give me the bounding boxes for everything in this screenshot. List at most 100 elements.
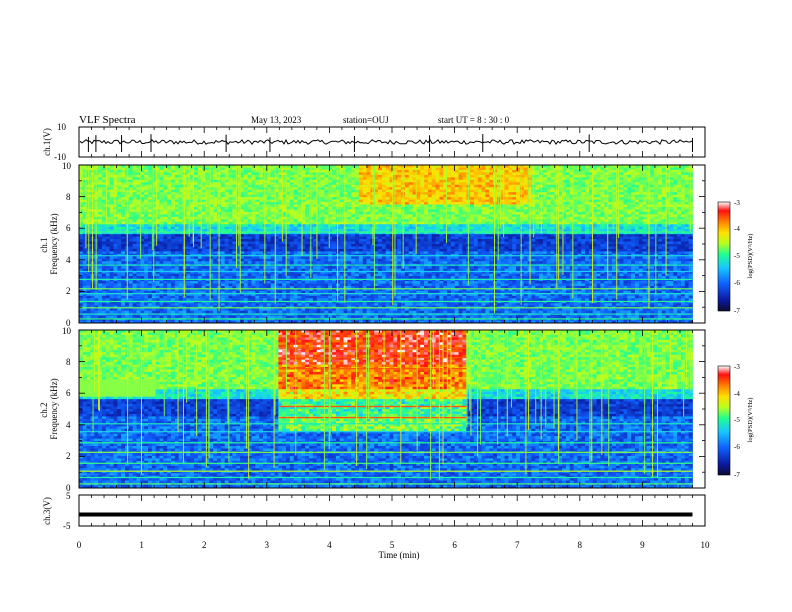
spectrogram-cell bbox=[282, 234, 287, 237]
spectrogram-cell bbox=[113, 234, 118, 237]
spectrogram-cell bbox=[102, 298, 107, 302]
spectrogram-cell bbox=[339, 258, 344, 262]
spectrogram-cell bbox=[301, 206, 306, 210]
spectrogram-cell bbox=[293, 246, 298, 250]
spectrogram-cell bbox=[102, 236, 107, 240]
spectrogram-cell bbox=[274, 248, 279, 252]
spectrogram-cell bbox=[201, 174, 206, 178]
spectrogram-cell bbox=[286, 288, 291, 292]
spectrogram-cell bbox=[247, 179, 252, 183]
spectrogram-cell bbox=[82, 219, 88, 223]
spectrogram-cell bbox=[282, 169, 287, 173]
spectrogram-cell bbox=[270, 219, 275, 223]
spectrogram-cell bbox=[301, 202, 306, 205]
spectrogram-cell bbox=[224, 172, 229, 176]
spectrogram-cell bbox=[236, 258, 241, 262]
spectrogram-cell bbox=[259, 231, 264, 235]
spectrogram-cell bbox=[247, 197, 252, 200]
spectrogram-cell bbox=[209, 273, 214, 277]
spectrogram-cell bbox=[113, 206, 118, 210]
spectrogram-cell bbox=[128, 298, 134, 302]
spectrogram-cell bbox=[228, 261, 233, 265]
spectrogram-cell bbox=[144, 298, 149, 302]
spectrogram-cell bbox=[220, 202, 226, 205]
spectrogram-cell bbox=[247, 266, 252, 270]
spectrogram-cell bbox=[94, 290, 99, 294]
spectrogram-cell bbox=[297, 261, 302, 265]
spectrogram-cell bbox=[289, 209, 295, 213]
spectrogram-cell bbox=[224, 310, 229, 314]
spectrogram-cell bbox=[343, 266, 348, 270]
spectrogram-cell bbox=[328, 310, 333, 314]
spectrogram-cell bbox=[155, 172, 160, 176]
spectrogram-cell bbox=[282, 197, 287, 200]
spectrogram-cell bbox=[366, 234, 371, 237]
spectrogram-cell bbox=[297, 204, 302, 208]
spectrogram-cell bbox=[121, 241, 126, 245]
spectrogram-cell bbox=[79, 165, 84, 168]
spectrogram-cell bbox=[236, 303, 241, 307]
spectrogram-cell bbox=[324, 303, 329, 307]
spectrogram-cell bbox=[236, 236, 241, 240]
spectrogram-cell bbox=[251, 281, 256, 284]
spectrogram-cell bbox=[197, 189, 203, 193]
spectrogram-cell bbox=[316, 197, 321, 200]
spectrogram-cell bbox=[167, 189, 172, 193]
spectrogram-cell bbox=[197, 281, 203, 284]
spectrogram-cell bbox=[339, 248, 344, 252]
spectrogram-cell bbox=[209, 290, 214, 294]
spectrogram-cell bbox=[201, 187, 206, 191]
spectrogram-cell bbox=[105, 206, 111, 210]
spectrogram-cell bbox=[286, 283, 291, 287]
spectrogram-cell bbox=[270, 261, 275, 265]
spectrogram-cell bbox=[79, 182, 84, 186]
spectrogram-cell bbox=[140, 219, 145, 223]
spectrogram-cell bbox=[243, 219, 249, 223]
spectrogram-cell bbox=[109, 236, 114, 240]
spectrogram-cell bbox=[366, 206, 371, 210]
spectrogram-cell bbox=[347, 216, 352, 220]
spectrogram-cell bbox=[332, 174, 337, 178]
spectrogram-cell bbox=[98, 261, 103, 265]
spectrogram-cell bbox=[174, 197, 180, 200]
spectrogram-cell bbox=[128, 315, 134, 319]
spectrogram-cell bbox=[286, 246, 291, 250]
spectrogram-cell bbox=[140, 261, 145, 265]
spectrogram-cell bbox=[320, 305, 325, 309]
spectrogram-cell bbox=[243, 281, 249, 284]
spectrogram-cell bbox=[228, 308, 233, 312]
spectrogram-cell bbox=[117, 256, 122, 260]
spectrogram-cell bbox=[274, 224, 279, 228]
spectrogram-cell bbox=[251, 197, 256, 200]
spectrogram-cell bbox=[278, 256, 283, 260]
spectrogram-cell bbox=[197, 165, 203, 168]
spectrogram-cell bbox=[159, 187, 164, 191]
spectrogram-cell bbox=[132, 224, 137, 228]
spectrogram-cell bbox=[178, 308, 183, 312]
spectrogram-cell bbox=[82, 192, 88, 196]
spectrogram-cell bbox=[266, 298, 272, 302]
spectrogram-cell bbox=[301, 187, 306, 191]
spectrogram-cell bbox=[282, 214, 287, 218]
spectrogram-cell bbox=[79, 256, 84, 260]
spectrogram-cell bbox=[305, 187, 310, 191]
spectrogram-cell bbox=[278, 224, 283, 228]
spectrogram-cell bbox=[320, 192, 325, 196]
spectrogram-cell bbox=[339, 209, 344, 213]
spectrogram-cell bbox=[105, 276, 111, 279]
spectrogram-cell bbox=[286, 226, 291, 230]
spectrogram-cell bbox=[305, 295, 310, 299]
spectrogram-cell bbox=[286, 202, 291, 205]
spectrogram-cell bbox=[144, 234, 149, 237]
spectrogram-cell bbox=[163, 174, 168, 178]
spectrogram-cell bbox=[140, 315, 145, 319]
spectrogram-cell bbox=[102, 239, 107, 242]
spectrogram-cell bbox=[105, 281, 111, 284]
spectrogram-cell bbox=[121, 256, 126, 260]
spectrogram-cell bbox=[79, 300, 84, 304]
spectrogram-cell bbox=[243, 172, 249, 176]
spectrogram-cell bbox=[297, 214, 302, 218]
spectrogram-cell bbox=[282, 199, 287, 203]
spectrogram-cell bbox=[251, 202, 256, 205]
spectrogram-cell bbox=[324, 256, 329, 260]
